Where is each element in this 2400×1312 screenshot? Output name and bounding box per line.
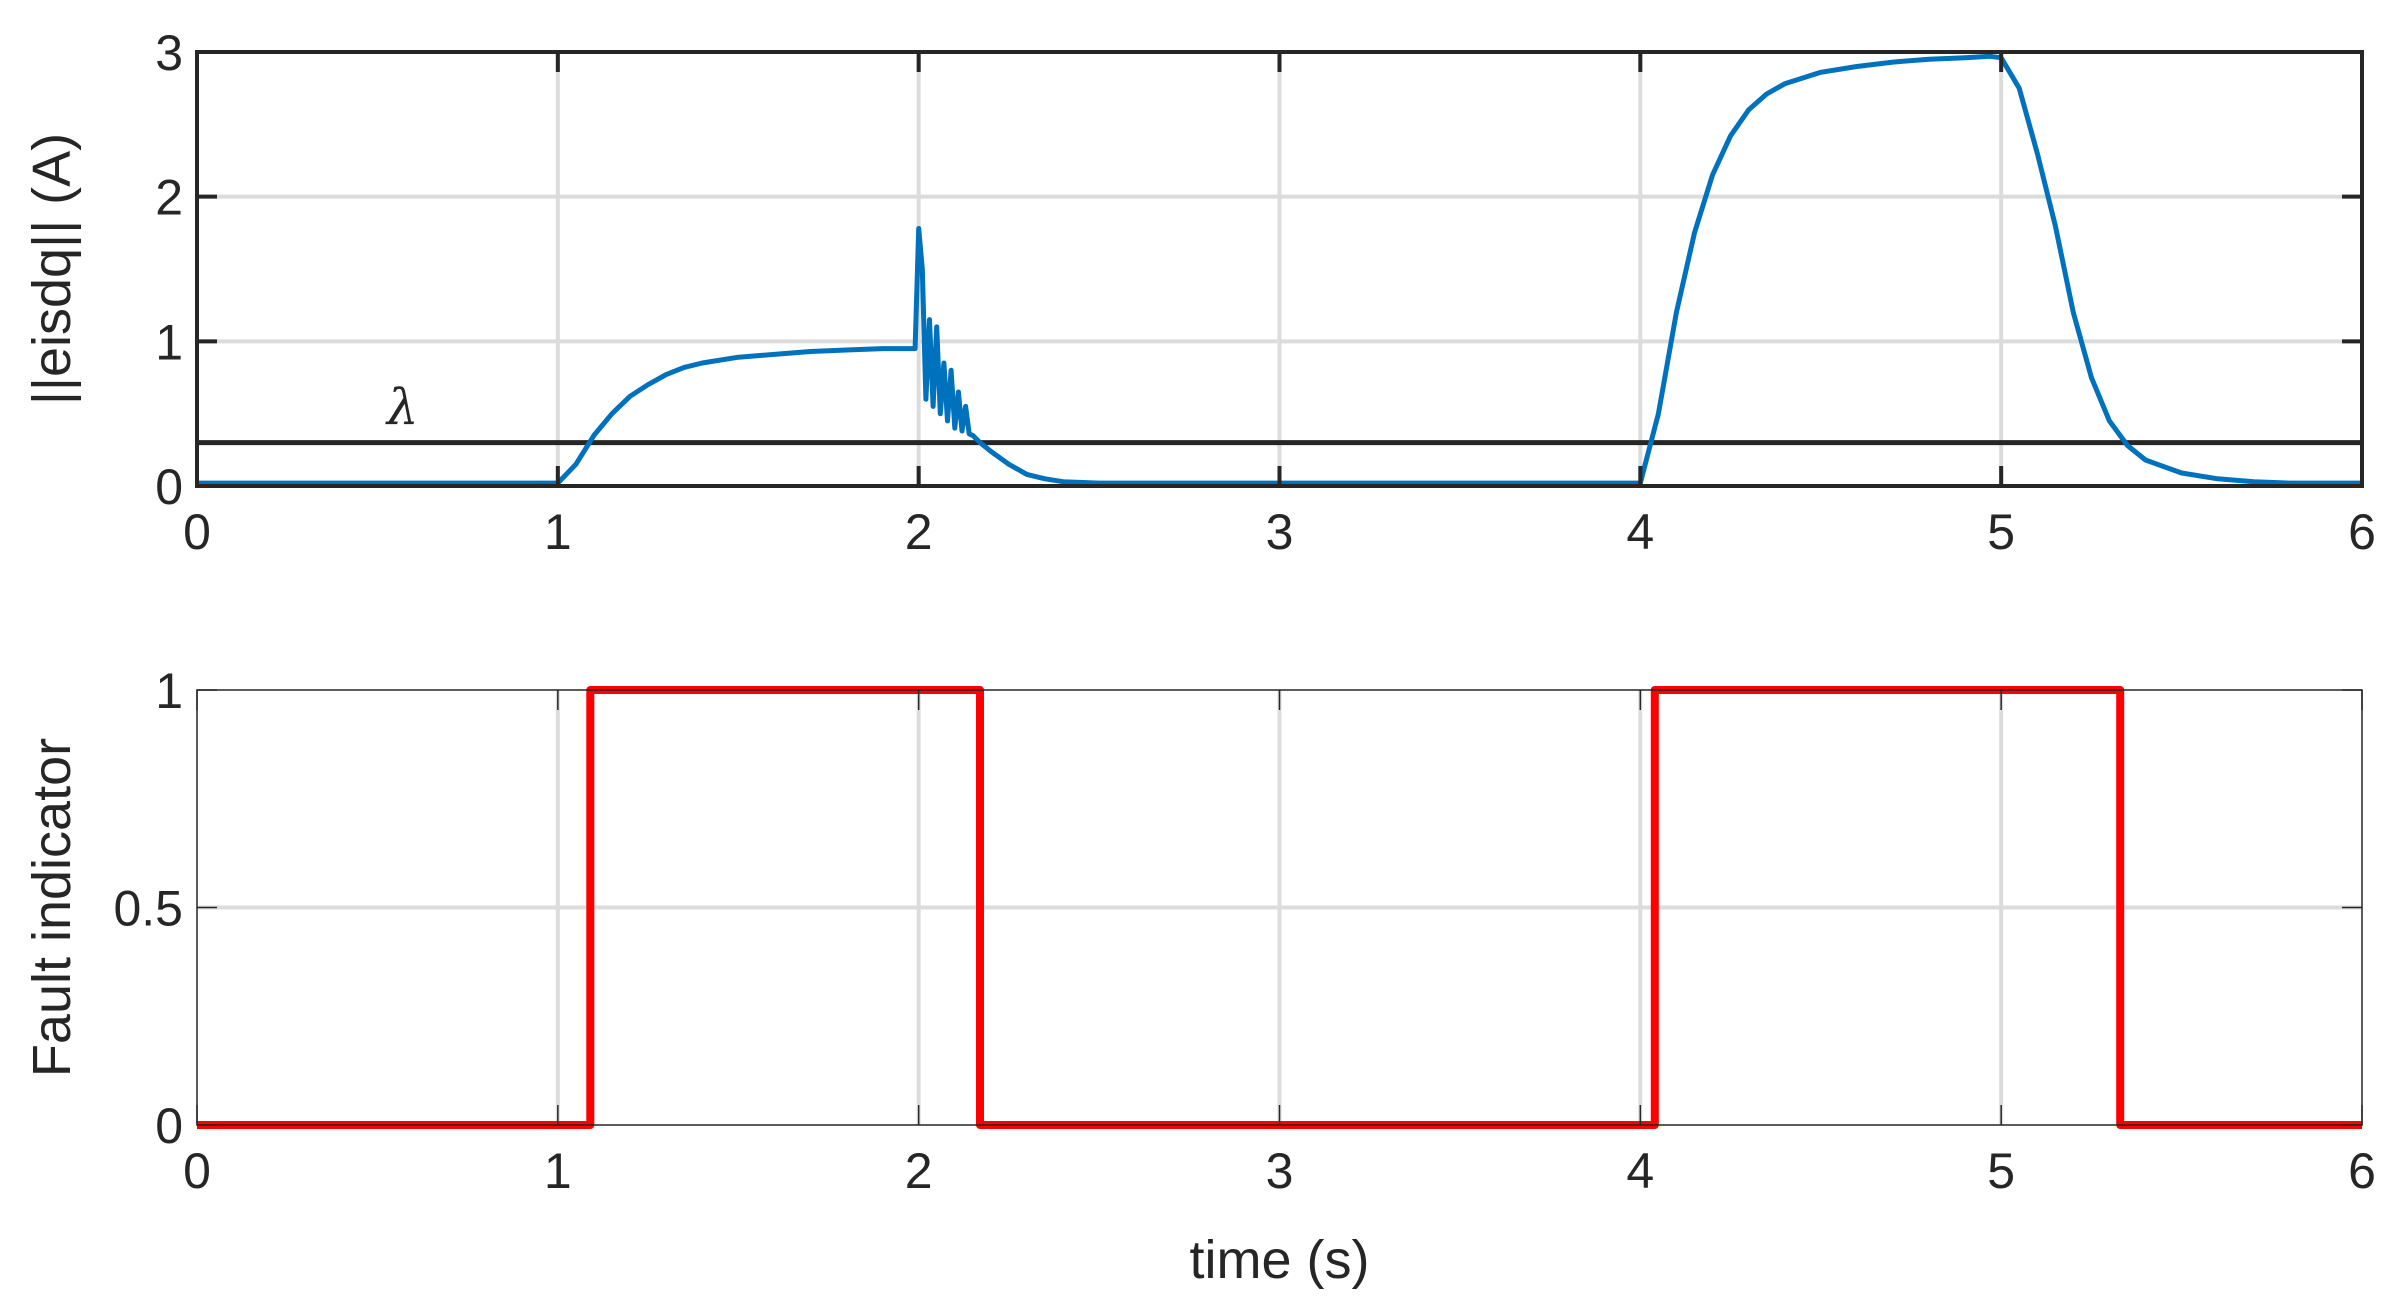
y-tick-label: 0.5 [113, 881, 183, 937]
y-tick-label: 1 [155, 663, 183, 719]
y-tick-label: 2 [155, 170, 183, 226]
x-tick-label: 5 [1987, 504, 2015, 560]
y-tick-label: 0 [155, 1098, 183, 1154]
y-tick-label: 3 [155, 25, 183, 81]
y-axis-label: Fault indicator [22, 738, 82, 1077]
x-tick-label: 0 [183, 1143, 211, 1199]
x-tick-label: 3 [1266, 504, 1294, 560]
x-tick-label: 6 [2348, 504, 2376, 560]
x-tick-label: 2 [905, 504, 933, 560]
threshold-label: λ [385, 378, 419, 436]
series-line [197, 53, 2362, 486]
x-tick-label: 6 [2348, 1143, 2376, 1199]
x-tick-label: 1 [544, 504, 572, 560]
y-tick-label: 0 [155, 459, 183, 515]
x-tick-label: 4 [1626, 504, 1654, 560]
y-tick-label: 1 [155, 314, 183, 370]
y-axis-label: ||eisdq|| (A) [22, 133, 82, 405]
panel-fault-indicator: 0 1 2 3 4 5 6 0 0.5 1 Fault indicator time (s) [22, 663, 2376, 1290]
x-tick-label: 4 [1626, 1143, 1654, 1199]
x-axis-label: time (s) [1190, 1230, 1370, 1290]
x-tick-label: 1 [544, 1143, 572, 1199]
x-tick-label: 5 [1987, 1143, 2015, 1199]
x-tick-label: 2 [905, 1143, 933, 1199]
x-tick-label: 0 [183, 504, 211, 560]
panel-error-norm: λ 0 1 2 3 4 5 6 0 1 2 3 ||eisdq|| (A) [22, 25, 2376, 560]
x-tick-label: 3 [1266, 1143, 1294, 1199]
